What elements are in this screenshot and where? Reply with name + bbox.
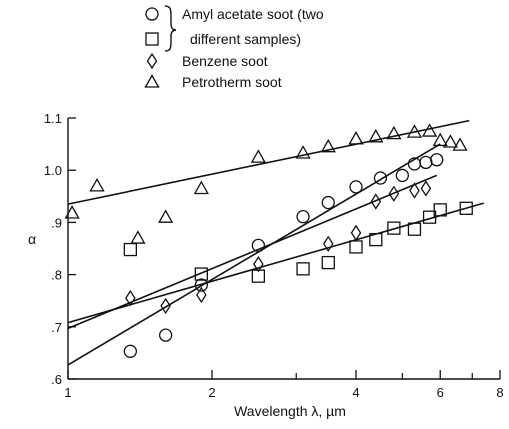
- diamond-data-point: [409, 182, 420, 199]
- square-data-point: [321, 255, 335, 270]
- x-tick-label: 2: [208, 385, 215, 400]
- circle-data-point: [321, 195, 335, 210]
- square-data-point: [369, 232, 383, 247]
- fit-line: [67, 174, 438, 330]
- triangle-data-point: [421, 123, 438, 137]
- square-data-point: [459, 201, 473, 215]
- legend-label-different-samples: different samples): [190, 31, 301, 47]
- y-axis-label: α: [28, 231, 36, 247]
- diamond-data-point: [253, 255, 264, 273]
- square-data-point: [123, 242, 137, 257]
- triangle-data-point: [295, 145, 311, 159]
- square-data-point: [296, 262, 310, 276]
- triangle-data-point: [89, 178, 105, 192]
- legend-label-amyl-acetate: Amyl acetate soot (two: [182, 6, 324, 22]
- square-data-point: [422, 210, 437, 224]
- circle-data-point: [349, 180, 363, 194]
- diamond-data-point: [350, 224, 362, 242]
- circle-data-point: [296, 210, 310, 224]
- triangle-data-point: [368, 128, 384, 143]
- diamond-data-point: [370, 193, 382, 210]
- circle-data-point: [123, 344, 137, 358]
- triangle-data-point: [193, 180, 209, 195]
- x-tick-label: 4: [352, 385, 359, 400]
- diamond-data-point: [388, 185, 400, 202]
- square-data-point: [433, 203, 447, 217]
- square-data-point: [407, 222, 422, 236]
- circle-data-point: [430, 153, 444, 167]
- circle-data-point: [395, 168, 410, 183]
- y-tick-label: 1.0: [44, 163, 62, 178]
- x-axis-label: Wavelength λ, µm: [234, 403, 346, 419]
- triangle-data-point: [452, 137, 468, 151]
- y-tick-label: .6: [51, 372, 62, 387]
- legend-circle-icon: [145, 7, 159, 21]
- ticks: .6 .7 .8 .9 1.0 1.1 1 2 4 6 8: [44, 111, 504, 400]
- diamond-data-point: [322, 235, 334, 253]
- triangle-data-point: [442, 134, 458, 148]
- circle-data-point: [251, 238, 266, 253]
- legend-label-petrotherm: Petrotherm soot: [182, 74, 282, 90]
- data-markers: [64, 123, 473, 358]
- square-data-point: [387, 221, 401, 235]
- triangle-data-point: [250, 149, 266, 163]
- y-tick-label: .8: [51, 268, 62, 283]
- diamond-data-point: [420, 180, 432, 197]
- x-tick-label: 1: [64, 385, 71, 400]
- legend-triangle-icon: [144, 74, 160, 88]
- diamond-data-point: [196, 286, 207, 304]
- circle-data-point: [158, 328, 173, 342]
- triangle-data-point: [64, 205, 80, 219]
- triangle-data-point: [406, 124, 423, 138]
- triangle-data-point: [130, 230, 146, 244]
- y-tick-label: .7: [51, 320, 62, 335]
- legend-diamond-icon: [146, 52, 158, 70]
- legend-label-benzene: Benzene soot: [182, 53, 268, 69]
- square-data-point: [194, 267, 208, 281]
- triangle-data-point: [158, 209, 174, 223]
- legend: Amyl acetate soot (two different samples…: [144, 5, 324, 90]
- fit-line: [67, 119, 470, 205]
- triangle-data-point: [348, 131, 364, 145]
- legend-square-icon: [145, 32, 159, 46]
- triangle-data-point: [320, 138, 336, 153]
- legend-brace-icon: [164, 5, 177, 52]
- y-tick-label: .9: [51, 215, 62, 230]
- circle-data-point: [194, 278, 208, 292]
- triangle-data-point: [432, 132, 448, 147]
- y-tick-label: 1.1: [44, 111, 62, 126]
- axes-frame: [67, 118, 500, 380]
- circle-data-point: [373, 171, 388, 185]
- square-data-point: [349, 240, 363, 254]
- diamond-data-point: [160, 297, 171, 315]
- fit-line: [67, 143, 441, 366]
- x-tick-label: 8: [496, 385, 503, 400]
- diamond-data-point: [125, 289, 136, 307]
- circle-data-point: [419, 155, 433, 170]
- x-tick-label: 6: [437, 385, 444, 400]
- triangle-data-point: [386, 125, 402, 140]
- fit-lines: [67, 119, 485, 366]
